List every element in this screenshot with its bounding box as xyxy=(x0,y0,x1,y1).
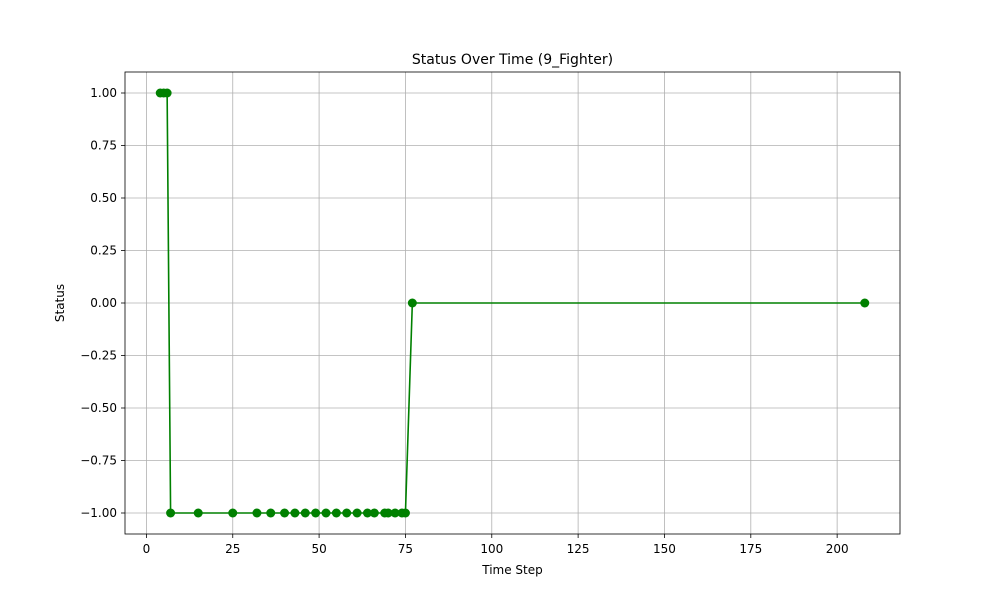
x-tick-label: 100 xyxy=(480,542,503,556)
data-point xyxy=(311,508,321,518)
data-point xyxy=(228,508,238,518)
y-tick-label: 1.00 xyxy=(90,86,117,100)
data-point xyxy=(352,508,362,518)
y-axis-ticks: 1.00 0.75 0.50 0.25 0.00 −0.25 −0.50 −0.75 −1.00 xyxy=(80,86,125,520)
y-tick-label: −0.75 xyxy=(80,454,117,468)
y-tick-label: 0.75 xyxy=(90,139,117,153)
data-point xyxy=(280,508,290,518)
data-point xyxy=(290,508,300,518)
y-tick-label: −1.00 xyxy=(80,506,117,520)
x-tick-label: 150 xyxy=(653,542,676,556)
data-point xyxy=(407,298,417,308)
series-layer xyxy=(155,88,870,518)
x-tick-label: 200 xyxy=(826,542,849,556)
data-point xyxy=(860,298,870,308)
y-tick-label: 0.00 xyxy=(90,296,117,310)
data-point xyxy=(362,508,372,518)
x-tick-label: 75 xyxy=(398,542,413,556)
y-tick-label: 0.50 xyxy=(90,191,117,205)
data-point xyxy=(166,508,176,518)
y-axis-label: Status xyxy=(53,284,67,322)
x-tick-label: 25 xyxy=(225,542,240,556)
data-point xyxy=(331,508,341,518)
y-tick-label: −0.50 xyxy=(80,401,117,415)
data-point xyxy=(342,508,352,518)
x-axis-ticks: 0 25 50 75 100 125 150 175 200 xyxy=(143,534,849,556)
x-tick-label: 175 xyxy=(739,542,762,556)
data-point xyxy=(400,508,410,518)
x-tick-label: 0 xyxy=(143,542,151,556)
y-tick-label: −0.25 xyxy=(80,349,117,363)
data-point xyxy=(162,88,172,98)
data-point xyxy=(321,508,331,518)
y-tick-label: 0.25 xyxy=(90,244,117,258)
chart-title: Status Over Time (9_Fighter) xyxy=(412,52,613,68)
data-point xyxy=(252,508,262,518)
data-point xyxy=(193,508,203,518)
x-axis-label: Time Step xyxy=(481,563,543,577)
data-point xyxy=(369,508,379,518)
data-point xyxy=(390,508,400,518)
x-tick-label: 125 xyxy=(567,542,590,556)
x-tick-label: 50 xyxy=(311,542,326,556)
data-point xyxy=(266,508,276,518)
data-point xyxy=(300,508,310,518)
data-point xyxy=(383,508,393,518)
